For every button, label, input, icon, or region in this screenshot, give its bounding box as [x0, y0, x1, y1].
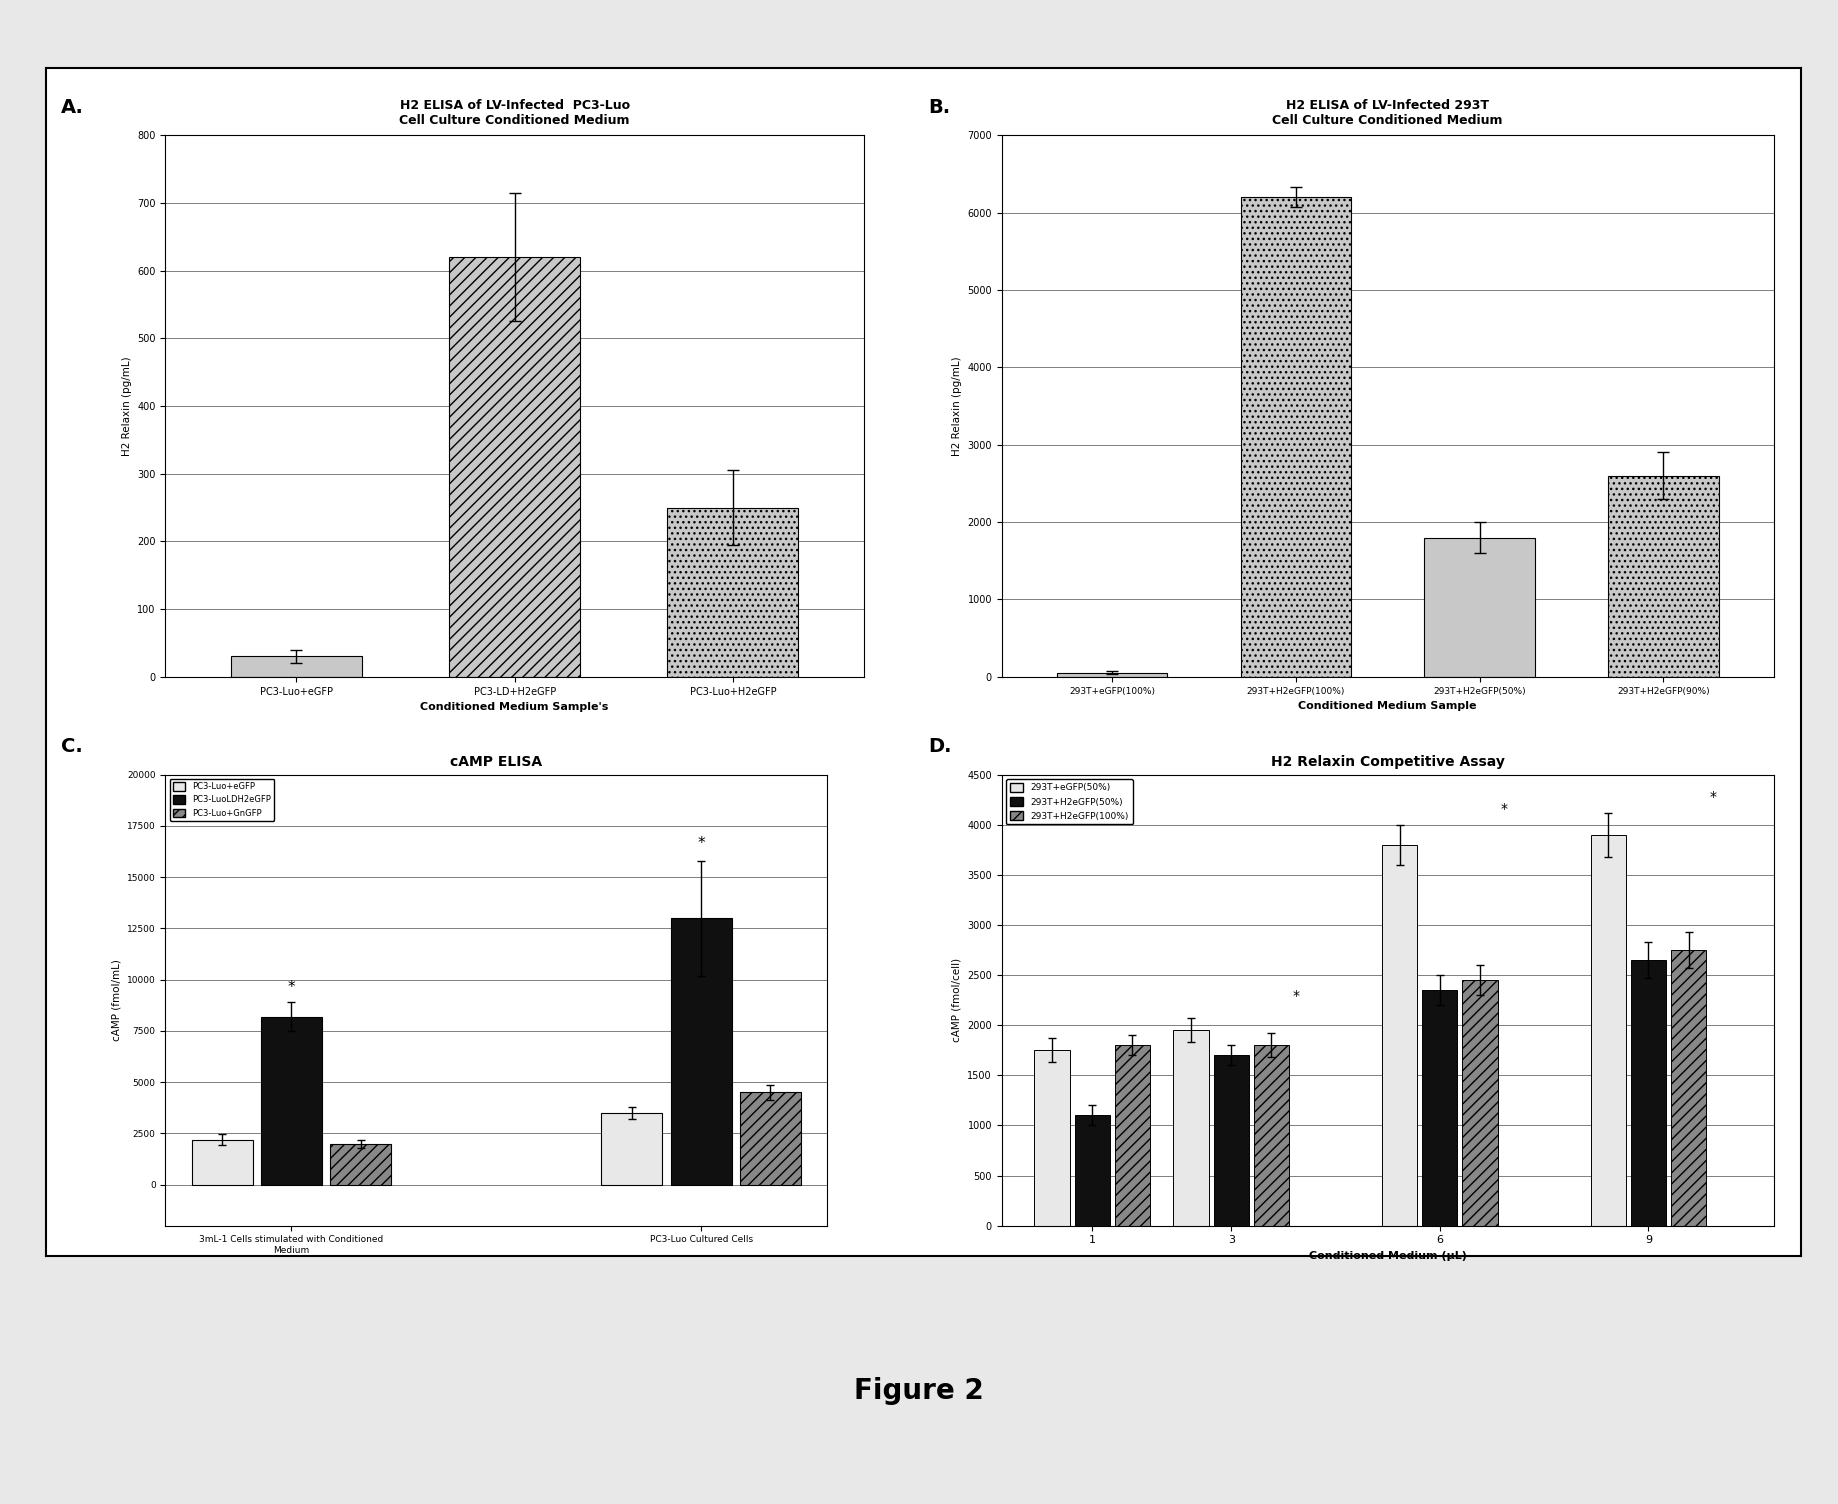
Legend: PC3-Luo+eGFP, PC3-LuoLDH2eGFP, PC3-Luo+GnGFP: PC3-Luo+eGFP, PC3-LuoLDH2eGFP, PC3-Luo+G…: [169, 779, 274, 821]
Text: *: *: [697, 836, 706, 851]
Text: *: *: [1502, 802, 1507, 815]
Bar: [261, 1017, 322, 1185]
Legend: 293T+eGFP(50%), 293T+H2eGFP(50%), 293T+H2eGFP(100%): 293T+eGFP(50%), 293T+H2eGFP(50%), 293T+H…: [1005, 779, 1132, 824]
Text: *: *: [1292, 990, 1299, 1003]
Bar: [1213, 1056, 1248, 1226]
Bar: [1630, 960, 1665, 1226]
Text: *: *: [1709, 790, 1717, 803]
Title: H2 ELISA of LV-Infected 293T
Cell Culture Conditioned Medium: H2 ELISA of LV-Infected 293T Cell Cultur…: [1272, 99, 1503, 128]
Bar: [741, 1092, 801, 1185]
Bar: [1241, 197, 1351, 677]
Bar: [671, 917, 732, 1185]
Text: *: *: [287, 981, 296, 996]
Bar: [191, 1140, 252, 1185]
Bar: [1590, 835, 1627, 1226]
Y-axis label: cAMP (fmol/cell): cAMP (fmol/cell): [952, 958, 961, 1042]
Bar: [448, 257, 581, 677]
Bar: [1608, 475, 1719, 677]
Bar: [1057, 672, 1167, 677]
Bar: [1035, 1050, 1070, 1226]
X-axis label: Conditioned Medium (μL): Conditioned Medium (μL): [1309, 1251, 1467, 1260]
Text: A.: A.: [61, 98, 83, 117]
Bar: [1382, 845, 1417, 1226]
Y-axis label: H2 Relaxin (pg/mL): H2 Relaxin (pg/mL): [121, 356, 132, 456]
X-axis label: Conditioned Medium Sample: Conditioned Medium Sample: [1298, 701, 1478, 711]
Bar: [1173, 1030, 1209, 1226]
Bar: [331, 1143, 391, 1185]
Bar: [1671, 951, 1706, 1226]
Bar: [1114, 1045, 1151, 1226]
Bar: [1423, 990, 1458, 1226]
Text: D.: D.: [928, 737, 952, 757]
Text: Figure 2: Figure 2: [855, 1378, 983, 1405]
Bar: [1463, 981, 1498, 1226]
Text: B.: B.: [928, 98, 950, 117]
Bar: [1254, 1045, 1288, 1226]
Bar: [232, 656, 362, 677]
Bar: [667, 507, 798, 677]
Bar: [1075, 1116, 1110, 1226]
Title: H2 ELISA of LV-Infected  PC3-Luo
Cell Culture Conditioned Medium: H2 ELISA of LV-Infected PC3-Luo Cell Cul…: [399, 99, 630, 128]
X-axis label: Conditioned Medium Sample's: Conditioned Medium Sample's: [421, 702, 608, 711]
Bar: [1424, 537, 1535, 677]
Title: H2 Relaxin Competitive Assay: H2 Relaxin Competitive Assay: [1270, 755, 1505, 769]
Y-axis label: cAMP (fmol/mL): cAMP (fmol/mL): [112, 960, 121, 1041]
Title: cAMP ELISA: cAMP ELISA: [450, 755, 542, 769]
Y-axis label: H2 Relaxin (pg/mL): H2 Relaxin (pg/mL): [952, 356, 961, 456]
Text: C.: C.: [61, 737, 83, 757]
Bar: [601, 1113, 662, 1185]
